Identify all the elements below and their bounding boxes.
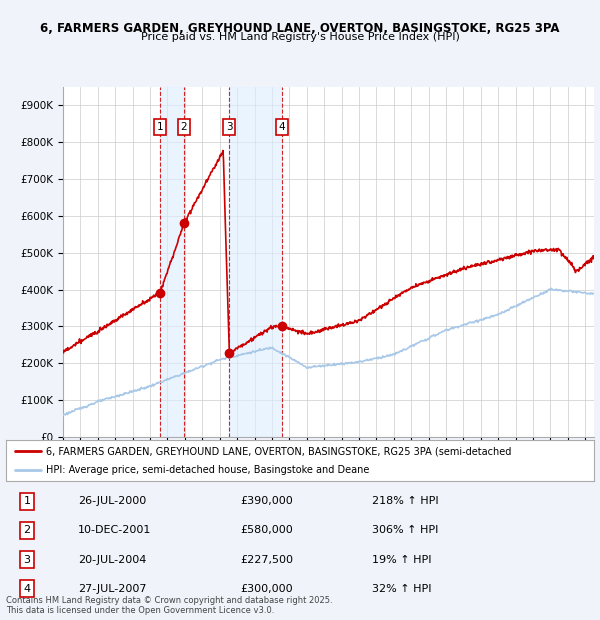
Text: 6, FARMERS GARDEN, GREYHOUND LANE, OVERTON, BASINGSTOKE, RG25 3PA: 6, FARMERS GARDEN, GREYHOUND LANE, OVERT… xyxy=(40,22,560,35)
Text: 2: 2 xyxy=(23,525,31,536)
Text: HPI: Average price, semi-detached house, Basingstoke and Deane: HPI: Average price, semi-detached house,… xyxy=(46,466,370,476)
Text: 2: 2 xyxy=(181,122,187,132)
Text: Contains HM Land Registry data © Crown copyright and database right 2025.
This d: Contains HM Land Registry data © Crown c… xyxy=(6,596,332,615)
Text: 19% ↑ HPI: 19% ↑ HPI xyxy=(372,554,431,565)
Text: 1: 1 xyxy=(157,122,163,132)
Text: 6, FARMERS GARDEN, GREYHOUND LANE, OVERTON, BASINGSTOKE, RG25 3PA (semi-detached: 6, FARMERS GARDEN, GREYHOUND LANE, OVERT… xyxy=(46,446,511,456)
Text: 10-DEC-2001: 10-DEC-2001 xyxy=(78,525,151,536)
Text: 4: 4 xyxy=(278,122,285,132)
Text: £390,000: £390,000 xyxy=(240,496,293,507)
Text: 4: 4 xyxy=(23,583,31,594)
Text: £227,500: £227,500 xyxy=(240,554,293,565)
Text: 3: 3 xyxy=(23,554,31,565)
Text: £580,000: £580,000 xyxy=(240,525,293,536)
Text: 32% ↑ HPI: 32% ↑ HPI xyxy=(372,583,431,594)
Text: 27-JUL-2007: 27-JUL-2007 xyxy=(78,583,146,594)
Bar xyxy=(160,87,184,437)
Text: £300,000: £300,000 xyxy=(240,583,293,594)
Bar xyxy=(229,87,282,437)
Text: 26-JUL-2000: 26-JUL-2000 xyxy=(78,496,146,507)
Text: 306% ↑ HPI: 306% ↑ HPI xyxy=(372,525,439,536)
Text: 218% ↑ HPI: 218% ↑ HPI xyxy=(372,496,439,507)
Text: 3: 3 xyxy=(226,122,233,132)
Text: Price paid vs. HM Land Registry's House Price Index (HPI): Price paid vs. HM Land Registry's House … xyxy=(140,32,460,42)
Text: 1: 1 xyxy=(23,496,31,507)
Text: 20-JUL-2004: 20-JUL-2004 xyxy=(78,554,146,565)
